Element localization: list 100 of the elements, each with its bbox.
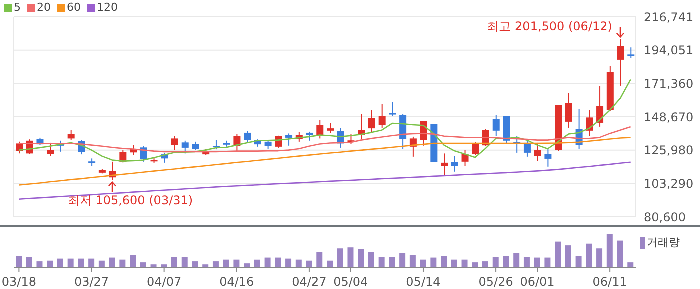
y-tick-label: 148,670	[644, 110, 694, 124]
bar	[586, 244, 592, 268]
bar	[430, 258, 437, 268]
bar	[223, 260, 230, 268]
candlestick	[596, 86, 604, 128]
bar	[172, 257, 178, 268]
y-tick-label: 194,051	[644, 44, 694, 58]
bar	[182, 257, 188, 268]
bar	[420, 260, 426, 268]
bar	[26, 257, 32, 268]
bar	[109, 258, 116, 268]
candlestick	[524, 140, 531, 158]
bar	[628, 262, 634, 268]
bar	[120, 260, 126, 268]
bar	[16, 256, 22, 268]
candlestick	[617, 38, 624, 86]
bar	[212, 262, 219, 268]
bar	[389, 257, 396, 268]
candlestick	[316, 120, 324, 140]
bar	[36, 262, 43, 268]
bar	[68, 258, 74, 268]
bar	[327, 260, 333, 268]
bar	[337, 248, 344, 268]
bar	[451, 260, 458, 268]
bar	[514, 253, 520, 268]
bar	[534, 258, 540, 268]
candlestick	[286, 133, 293, 146]
bar	[378, 257, 385, 268]
x-tick-label: 04/07	[147, 275, 182, 289]
x-tick-label: 03/27	[74, 275, 110, 289]
bar	[482, 262, 488, 268]
candlestick	[586, 110, 594, 137]
bar	[492, 257, 499, 268]
bar	[441, 256, 448, 268]
bar	[192, 262, 198, 268]
candlestick	[534, 142, 542, 162]
legend-label: 20	[37, 1, 51, 14]
x-tick-label: 05/04	[334, 275, 368, 289]
bar	[348, 248, 354, 268]
legend-label: 120	[97, 1, 118, 14]
candlestick	[441, 153, 448, 177]
bar	[576, 256, 582, 268]
candlestick	[544, 149, 552, 168]
candlestick	[182, 140, 189, 154]
bar	[286, 258, 292, 268]
bar	[140, 262, 146, 268]
candlestick	[47, 142, 54, 157]
bar	[606, 234, 613, 268]
bar	[410, 255, 416, 268]
bar	[98, 260, 105, 268]
candlestick	[68, 130, 75, 141]
y-tick-label: 216,741	[644, 10, 694, 24]
bar	[524, 257, 530, 268]
candlestick	[378, 104, 386, 128]
candlestick	[565, 92, 572, 128]
x-tick-label: 06/01	[520, 275, 555, 289]
y-tick-label: 125,980	[644, 144, 694, 158]
candlestick	[492, 114, 500, 137]
legend-label: 거래량	[647, 235, 680, 250]
bar	[400, 253, 406, 268]
candlestick	[462, 150, 469, 167]
candlestick	[244, 130, 252, 144]
bar	[130, 255, 136, 268]
bar	[296, 260, 302, 268]
x-tick-label: 06/11	[592, 275, 628, 289]
bar	[503, 256, 510, 268]
bar	[47, 260, 54, 268]
legend-label: 60	[67, 1, 81, 14]
bar	[565, 246, 572, 268]
bar	[358, 249, 364, 268]
bar	[275, 258, 282, 268]
bar	[316, 252, 323, 268]
bar	[88, 258, 95, 268]
bar	[264, 258, 271, 268]
candlestick	[327, 122, 334, 134]
candlestick	[389, 102, 396, 117]
x-tick-label: 04/16	[220, 275, 254, 289]
x-tick-label: 03/18	[2, 275, 36, 289]
bar	[244, 264, 250, 268]
bar	[306, 260, 312, 268]
x-tick-label: 05/26	[478, 275, 514, 289]
y-tick-label: 103,290	[644, 176, 694, 191]
bar	[596, 248, 603, 268]
annotation: 최저 105,600 (03/31)	[68, 193, 194, 208]
candlestick	[172, 136, 178, 151]
candlestick	[368, 110, 376, 134]
bar	[462, 260, 468, 268]
candlestick	[451, 156, 458, 172]
y-tick-label: 80,600	[644, 210, 686, 224]
annotation: 최고 201,500 (06/12)	[487, 19, 612, 34]
bar	[555, 242, 562, 268]
bar	[57, 258, 64, 268]
legend-label: 5	[14, 1, 21, 14]
y-tick-label: 171,360	[644, 76, 694, 91]
bar	[78, 258, 84, 268]
candlestick	[472, 142, 480, 156]
bar	[544, 258, 551, 268]
candlestick	[212, 140, 220, 150]
bar	[368, 252, 374, 268]
candlestick	[400, 114, 407, 150]
